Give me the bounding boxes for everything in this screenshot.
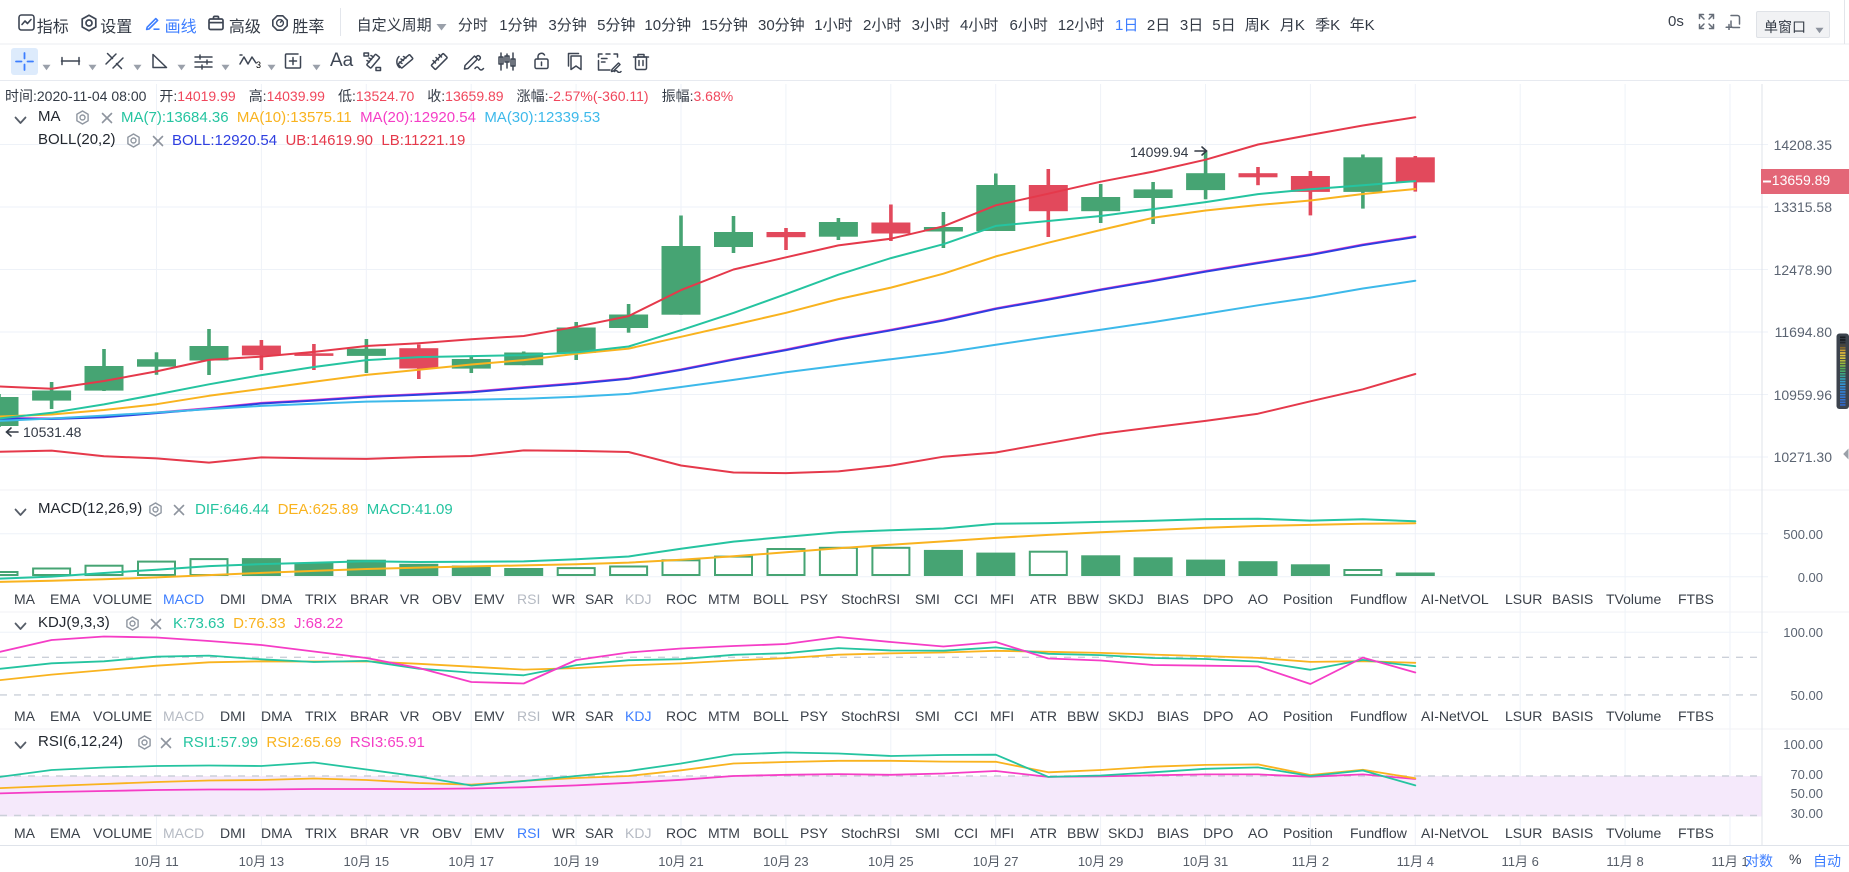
svg-text:3: 3 [256,60,261,70]
